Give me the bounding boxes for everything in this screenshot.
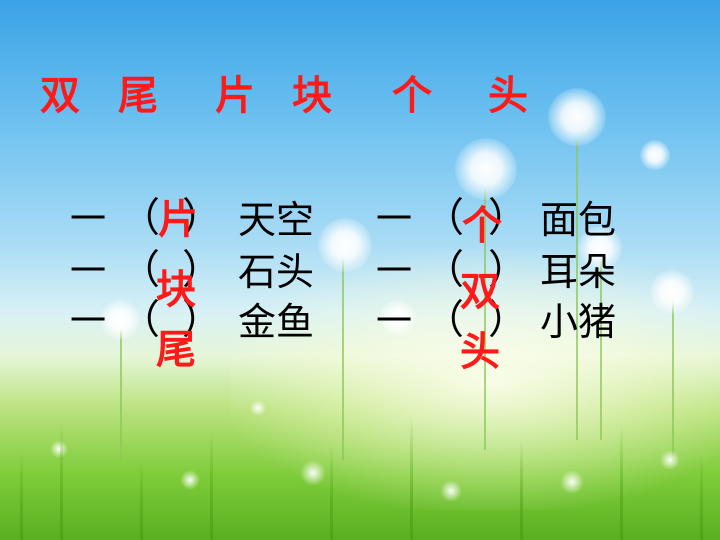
dandelion-stem bbox=[120, 330, 122, 460]
answer-measure-word: 头 bbox=[460, 329, 500, 375]
word-bank-item: 头 bbox=[488, 73, 530, 119]
dandelion-stem bbox=[484, 190, 486, 450]
grass-blade bbox=[620, 425, 623, 540]
noun-label: 石头 bbox=[238, 250, 315, 294]
dandelion-puff bbox=[578, 226, 622, 270]
dandelion-stem bbox=[576, 140, 578, 440]
word-bank-item: 片 bbox=[215, 73, 257, 119]
noun-label: 金鱼 bbox=[238, 300, 315, 344]
close-paren: ） bbox=[182, 247, 222, 293]
measure-dash: 一 bbox=[70, 301, 107, 342]
measure-dash: 一 bbox=[70, 199, 107, 240]
sparkle bbox=[180, 470, 200, 490]
dandelion-puff bbox=[380, 300, 416, 336]
dandelion-puff bbox=[455, 138, 517, 200]
word-bank-item: 个 bbox=[392, 73, 434, 119]
word-bank-item: 块 bbox=[292, 73, 334, 119]
sparkle bbox=[300, 460, 326, 486]
sparkle bbox=[440, 480, 462, 502]
answer-measure-word: 双 bbox=[460, 269, 500, 315]
measure-dash: 一 bbox=[376, 199, 413, 240]
open-paren: （ bbox=[120, 195, 160, 241]
close-paren: ） bbox=[182, 195, 222, 241]
dandelion-stem bbox=[600, 260, 602, 440]
open-paren: （ bbox=[424, 195, 464, 241]
dandelion-puff bbox=[318, 218, 372, 272]
measure-dash: 一 bbox=[70, 251, 107, 292]
open-paren: （ bbox=[424, 247, 464, 293]
measure-dash: 一 bbox=[376, 251, 413, 292]
dandelion-stem bbox=[672, 300, 674, 460]
grass-blade bbox=[520, 440, 523, 540]
dandelion-puff bbox=[100, 300, 140, 340]
grass-blade bbox=[210, 430, 213, 540]
answer-measure-word: 片 bbox=[158, 197, 198, 243]
sparkle bbox=[250, 400, 266, 416]
open-paren: （ bbox=[120, 247, 160, 293]
sparkle bbox=[560, 470, 584, 494]
answer-measure-word: 块 bbox=[156, 267, 196, 313]
close-paren: ） bbox=[488, 297, 528, 343]
word-bank-item: 尾 bbox=[118, 73, 160, 119]
open-paren: （ bbox=[424, 297, 464, 343]
grass-blade bbox=[700, 455, 703, 540]
word-bank-item: 双 bbox=[40, 73, 82, 119]
sparkle bbox=[50, 440, 68, 458]
close-paren: ） bbox=[488, 195, 528, 241]
grass-blade bbox=[330, 445, 333, 540]
measure-dash: 一 bbox=[376, 301, 413, 342]
dandelion-puff bbox=[548, 88, 606, 146]
open-paren: （ bbox=[120, 297, 160, 343]
noun-label: 天空 bbox=[238, 198, 315, 242]
close-paren: ） bbox=[488, 247, 528, 293]
dandelion-puff bbox=[640, 140, 670, 170]
grass-blade bbox=[60, 420, 63, 540]
noun-label: 耳朵 bbox=[540, 250, 617, 294]
grass-blade bbox=[20, 450, 23, 540]
grass-blade bbox=[140, 460, 143, 540]
sparkle bbox=[660, 450, 680, 470]
close-paren: ） bbox=[182, 297, 222, 343]
noun-label: 面包 bbox=[540, 198, 617, 242]
dandelion-puff bbox=[650, 270, 694, 314]
grass-blade bbox=[410, 415, 413, 540]
answer-measure-word: 个 bbox=[462, 203, 502, 249]
dandelion-stem bbox=[342, 260, 344, 460]
answer-measure-word: 尾 bbox=[156, 327, 196, 373]
noun-label: 小猪 bbox=[540, 300, 617, 344]
